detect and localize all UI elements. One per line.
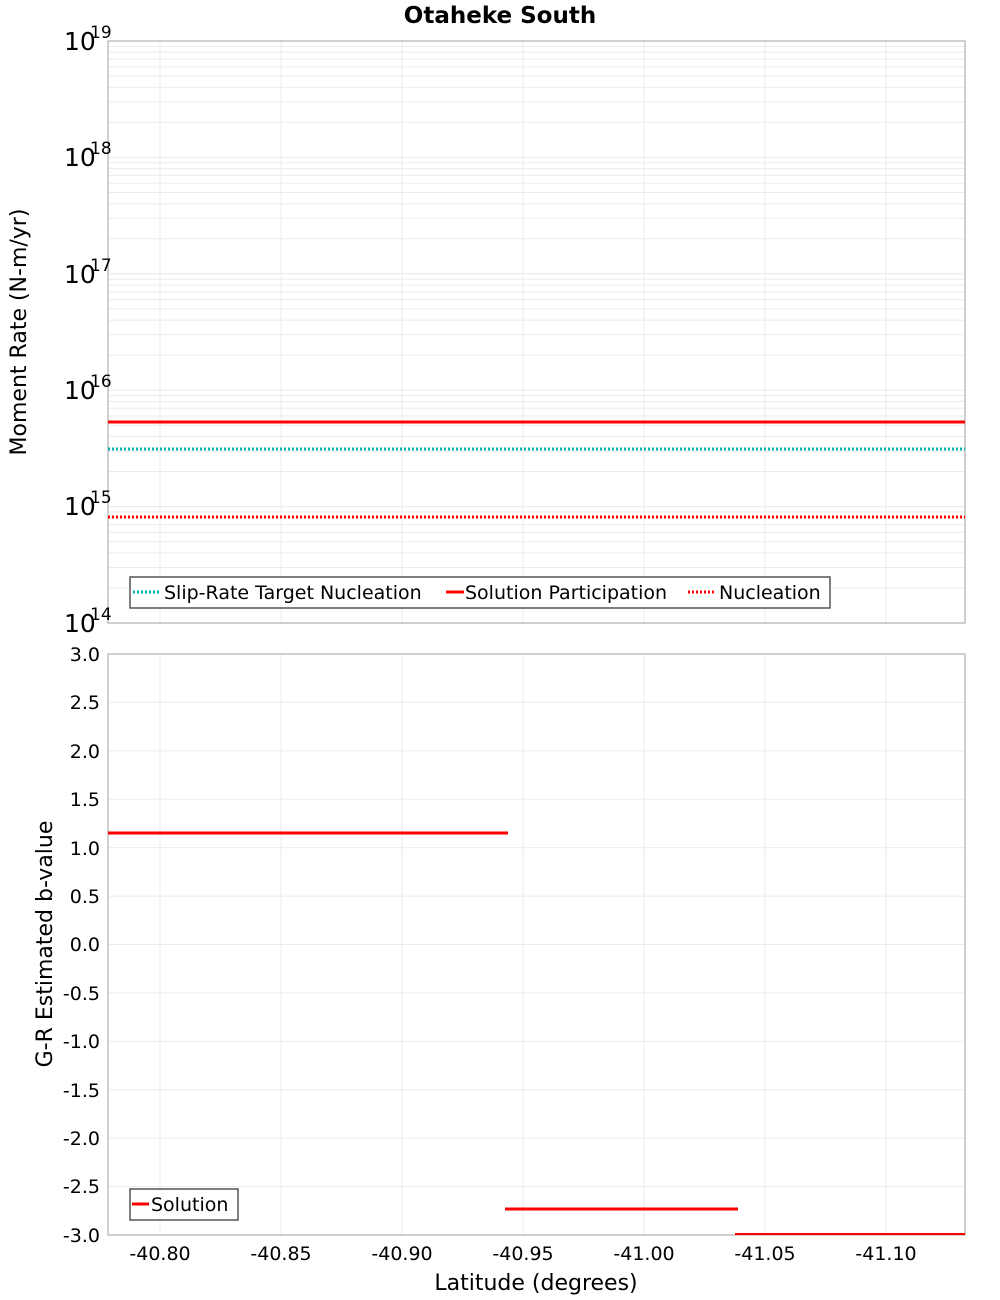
bottom-plot-frame [107, 653, 966, 1236]
y-tick: -2.5 [63, 1176, 100, 1198]
y-tick-1e17-exp: 17 [90, 256, 112, 276]
y-tick-1e19-exp: 19 [90, 23, 112, 43]
bottom-legend: Solution [129, 1188, 239, 1221]
legend-label-solution: Solution [151, 1194, 228, 1216]
y-tick-1e16-exp: 16 [90, 372, 112, 392]
top-y-ticks: 10 19 10 18 10 17 10 16 10 15 10 14 [64, 23, 112, 638]
y-tick-1e15-base: 10 [64, 492, 96, 521]
bottom-plot: 3.0 2.5 2.0 1.5 1.0 0.5 0.0 -0.5 -1.0 -1… [33, 644, 966, 1296]
top-plot-area [108, 41, 965, 623]
y-tick: 0.5 [70, 886, 100, 908]
x-tick: -40.80 [129, 1243, 190, 1265]
y-tick: 2.5 [70, 692, 100, 714]
x-ticks: -40.80 -40.85 -40.90 -40.95 -41.00 -41.0… [129, 1243, 916, 1265]
y-tick: -1.0 [63, 1031, 100, 1053]
x-tick: -40.90 [371, 1243, 432, 1265]
x-tick: -41.00 [613, 1243, 674, 1265]
x-tick: -41.05 [734, 1243, 795, 1265]
y-tick-1e16-base: 10 [64, 376, 96, 405]
top-y-axis-label: Moment Rate (N-m/yr) [7, 209, 32, 456]
chart-title: Otaheke South [404, 3, 596, 29]
x-tick: -40.85 [250, 1243, 311, 1265]
top-grid [108, 41, 965, 624]
y-tick-1e15-exp: 15 [90, 488, 112, 508]
x-tick: -40.95 [492, 1243, 553, 1265]
y-tick: -1.5 [63, 1080, 100, 1102]
y-tick-1e17-base: 10 [64, 260, 96, 289]
y-tick-1e19-base: 10 [64, 27, 96, 56]
legend-label-nucleation: Nucleation [719, 582, 821, 604]
y-tick: -0.5 [63, 983, 100, 1005]
series-solution-b-value [108, 831, 965, 1235]
legend-label-solution-participation: Solution Participation [465, 582, 667, 604]
y-tick: -3.0 [63, 1225, 100, 1247]
bottom-grid [108, 653, 965, 1236]
x-axis-label: Latitude (degrees) [434, 1271, 637, 1296]
y-tick-1e14-base: 10 [64, 609, 96, 638]
y-tick-1e14-exp: 14 [90, 605, 112, 625]
y-tick-1e18-base: 10 [64, 143, 96, 172]
bottom-y-axis-label: G-R Estimated b-value [33, 821, 58, 1068]
top-plot-frame [107, 40, 966, 624]
top-plot: 10 19 10 18 10 17 10 16 10 15 10 14 Mome… [7, 23, 966, 638]
y-tick: 0.0 [70, 934, 100, 956]
bottom-y-ticks: 3.0 2.5 2.0 1.5 1.0 0.5 0.0 -0.5 -1.0 -1… [63, 644, 100, 1247]
top-legend: Slip-Rate Target Nucleation Solution Par… [129, 576, 831, 609]
y-tick: 2.0 [70, 741, 100, 763]
y-tick: 3.0 [70, 644, 100, 666]
y-tick: -2.0 [63, 1128, 100, 1150]
x-tick: -41.10 [855, 1243, 916, 1265]
y-tick: 1.0 [70, 838, 100, 860]
legend-label-slip-rate: Slip-Rate Target Nucleation [164, 582, 422, 604]
y-tick: 1.5 [70, 789, 100, 811]
y-tick-1e18-exp: 18 [90, 139, 112, 159]
